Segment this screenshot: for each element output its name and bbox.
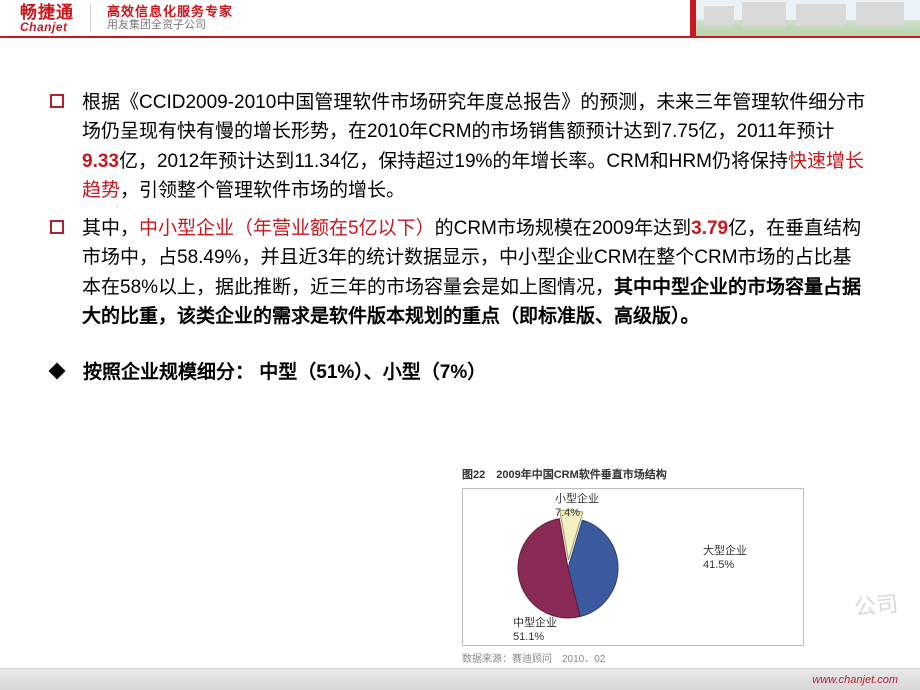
footer-url: www.chanjet.com [812,674,898,686]
chart-label-small: 小型企业 7.4% [555,493,599,521]
square-bullet-icon [50,220,64,234]
p1-text-a: 根据《CCID2009-2010中国管理软件市场研究年度总报告》的预测，未来三年… [82,92,865,142]
logo-text-cn: 畅捷通 [20,4,74,21]
chart-container: 图22 2009年中国CRM软件垂直市场结构 小型企业 7.4% 大型企业 41… [462,466,804,665]
header-spacer [241,0,690,36]
label-name: 小型企业 [555,493,599,505]
tagline-block: 高效信息化服务专家 用友集团全资子公司 [107,4,233,33]
chart-label-medium: 中型企业 51.1% [513,617,557,645]
p1-text-c: ，引领整个管理软件市场的增长。 [120,180,405,201]
tagline: 高效信息化服务专家 [107,4,233,20]
label-pct: 7.4% [555,507,599,521]
bullet-item-2: 其中，中小型企业（年营业额在5亿以下）的CRM市场规模在2009年达到3.79亿… [50,214,870,332]
label-pct: 41.5% [703,559,747,573]
square-bullet-icon [50,94,64,108]
p2-text-b: 的CRM市场规模在2009年达到 [435,218,692,239]
chart-source: 数据来源：赛迪顾问 2010．02 [462,650,804,665]
logo-text-en: Chanjet [20,21,74,33]
paragraph-1: 根据《CCID2009-2010中国管理软件市场研究年度总报告》的预测，未来三年… [82,88,870,206]
content-body: 根据《CCID2009-2010中国管理软件市场研究年度总报告》的预测，未来三年… [0,38,920,387]
header-bar: 畅捷通 Chanjet 高效信息化服务专家 用友集团全资子公司 [0,0,920,38]
pie-chart [503,503,633,633]
p1-text-b: 亿，2012年预计达到11.34亿，保持超过19%的年增长率。CRM和HRM仍将… [119,151,788,172]
chart-box: 小型企业 7.4% 大型企业 41.5% 中型企业 51.1% [462,488,804,646]
chart-label-large: 大型企业 41.5% [703,545,747,573]
tagline-sub: 用友集团全资子公司 [107,19,233,32]
header-image-graphic [696,0,920,36]
p2-highlight-sme: 中小型企业（年营业额在5亿以下） [139,218,435,239]
footer-bar: www.chanjet.com [0,668,920,690]
logo-divider [90,4,91,32]
label-name: 中型企业 [513,617,557,629]
paragraph-3: 按照企业规模细分： 中型（51%）、小型（7%） [83,358,486,387]
logo-mark: 畅捷通 Chanjet [20,4,74,33]
paragraph-2: 其中，中小型企业（年营业额在5亿以下）的CRM市场规模在2009年达到3.79亿… [82,214,870,332]
watermark-text: 公司 [852,586,899,622]
header-image [690,0,920,36]
slide-page: 畅捷通 Chanjet 高效信息化服务专家 用友集团全资子公司 根据《CCID2… [0,0,920,690]
p2-text-a: 其中， [82,218,139,239]
label-name: 大型企业 [703,545,747,557]
p2-highlight-379: 3.79 [691,218,728,239]
p1-highlight-933: 9.33 [82,151,119,172]
diamond-bullet-icon [49,362,66,379]
chart-title: 图22 2009年中国CRM软件垂直市场结构 [462,466,804,482]
label-pct: 51.1% [513,631,557,645]
bullet-item-1: 根据《CCID2009-2010中国管理软件市场研究年度总报告》的预测，未来三年… [50,88,870,206]
bullet-item-3: 按照企业规模细分： 中型（51%）、小型（7%） [50,358,870,387]
logo-block: 畅捷通 Chanjet 高效信息化服务专家 用友集团全资子公司 [0,0,241,36]
